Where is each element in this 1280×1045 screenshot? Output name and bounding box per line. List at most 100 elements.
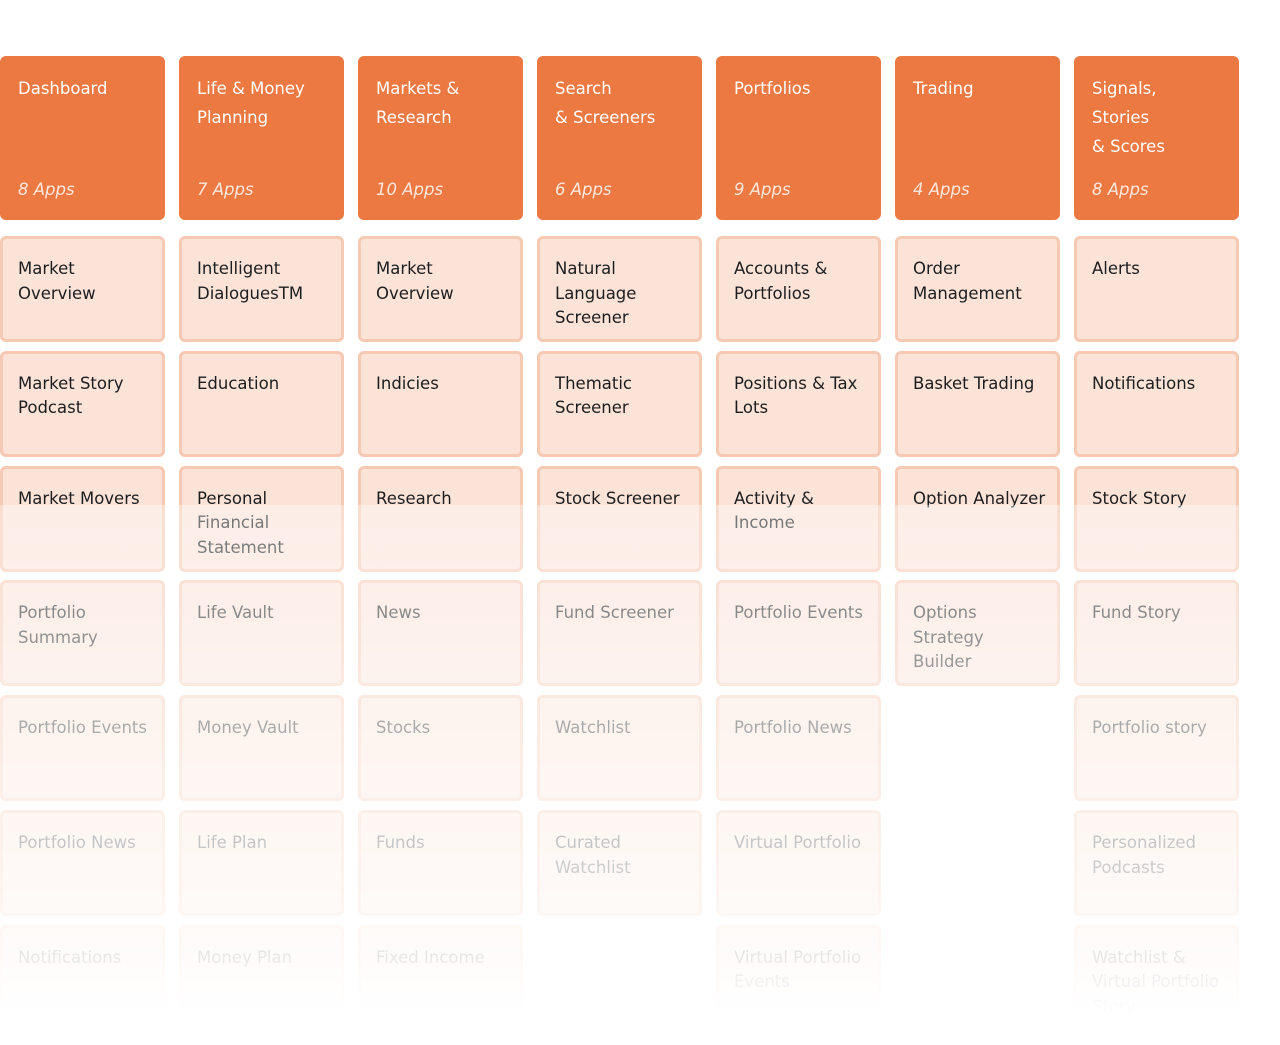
category-header[interactable]: Dashboard 8 Apps	[0, 56, 165, 220]
app-name: Market Overview	[18, 259, 96, 303]
app-card[interactable]: Education	[179, 350, 344, 457]
app-name: Portfolio Events	[734, 603, 863, 623]
app-name: Stock Story	[1092, 488, 1187, 508]
app-card[interactable]: Market Movers	[0, 465, 165, 572]
category-title: Trading	[913, 79, 974, 98]
app-name: Positions & Tax Lots	[734, 373, 858, 418]
app-card[interactable]: Alerts	[1074, 236, 1239, 342]
app-name: Market Movers	[18, 488, 140, 508]
app-card[interactable]: Stock Story	[1074, 465, 1239, 572]
app-card[interactable]: Basket Trading	[895, 350, 1060, 457]
app-name: Life Vault	[197, 603, 274, 623]
category-header[interactable]: Life & Money Planning 7 Apps	[179, 56, 344, 220]
app-name: Stocks	[376, 718, 431, 738]
app-card[interactable]: Accounts & Portfolios	[716, 236, 881, 342]
app-name: Basket Trading	[913, 373, 1035, 393]
app-name: Watchlist & Virtual Portfolio Story	[1092, 947, 1220, 1016]
app-name: Portfolio story	[1092, 718, 1207, 738]
app-card[interactable]: Fund Story	[1074, 580, 1239, 687]
app-card[interactable]: News	[358, 580, 523, 687]
app-name: Life Plan	[197, 833, 268, 852]
app-name: Personal Financial Statement	[197, 488, 284, 557]
app-name: Personalized Podcasts	[1092, 833, 1197, 877]
app-card[interactable]: Life Plan	[179, 810, 344, 916]
app-name: Options Strategy Builder	[913, 603, 984, 672]
category-title: Dashboard	[18, 79, 108, 98]
app-count: 8 Apps	[1092, 180, 1149, 199]
app-card[interactable]: Personal Financial Statement	[179, 465, 344, 572]
app-card[interactable]: Portfolio News	[716, 695, 881, 802]
app-name: Research	[376, 488, 452, 508]
app-card[interactable]: Intelligent DialoguesTM	[179, 236, 344, 342]
app-card[interactable]: Market Overview	[358, 236, 523, 342]
app-count: 9 Apps	[734, 180, 791, 199]
app-card[interactable]: Money Plan	[179, 924, 344, 1031]
category-header[interactable]: Markets & Research 10 Apps	[358, 56, 523, 220]
app-name: Funds	[376, 833, 425, 852]
app-name: Intelligent DialoguesTM	[197, 259, 304, 303]
app-name: Accounts & Portfolios	[734, 259, 828, 303]
app-name: Money Vault	[197, 718, 299, 738]
app-card[interactable]: Natural Language Screener	[537, 236, 702, 342]
app-name: Natural Language Screener	[555, 259, 637, 327]
app-card[interactable]: Portfolio Summary	[0, 580, 165, 687]
app-name: Market Story Podcast	[18, 373, 124, 418]
category-title: Markets & Research	[376, 79, 460, 127]
app-card[interactable]: Portfolio News	[0, 810, 165, 916]
app-count: 4 Apps	[913, 180, 970, 199]
app-card[interactable]: Fixed Income	[358, 924, 523, 1031]
app-card[interactable]: Thematic Screener	[537, 350, 702, 457]
app-card[interactable]: Option Analyzer	[895, 465, 1060, 572]
app-name: Notifications	[1092, 373, 1196, 393]
app-card[interactable]: Market Overview	[0, 236, 165, 342]
app-card[interactable]: Research	[358, 465, 523, 572]
app-card[interactable]: Portfolio story	[1074, 695, 1239, 802]
category-title: Search & Screeners	[555, 79, 656, 127]
app-name: Order Management	[913, 259, 1022, 303]
category-header[interactable]: Portfolios 9 Apps	[716, 56, 881, 220]
app-card[interactable]: Fund Screener	[537, 580, 702, 687]
app-card[interactable]: Life Vault	[179, 580, 344, 687]
app-card[interactable]: Stocks	[358, 695, 523, 802]
app-card[interactable]: Personalized Podcasts	[1074, 810, 1239, 916]
app-card[interactable]: Market Story Podcast	[0, 350, 165, 457]
app-card[interactable]: Activity & Income	[716, 465, 881, 572]
app-name: Fund Screener	[555, 603, 674, 623]
app-count: 6 Apps	[555, 180, 612, 199]
app-card[interactable]: Order Management	[895, 236, 1060, 342]
app-name: Virtual Portfolio Events	[734, 947, 862, 992]
app-count: 8 Apps	[18, 180, 75, 199]
category-header[interactable]: Trading 4 Apps	[895, 56, 1060, 220]
app-card[interactable]: Funds	[358, 810, 523, 916]
app-name: Education	[197, 373, 280, 393]
app-name: Indicies	[376, 373, 439, 393]
app-card[interactable]: Stock Screener	[537, 465, 702, 572]
app-card[interactable]: Watchlist & Virtual Portfolio Story	[1074, 924, 1239, 1031]
category-title: Portfolios	[734, 79, 811, 98]
app-name: Money Plan	[197, 947, 293, 967]
app-card[interactable]: Notifications	[1074, 350, 1239, 457]
app-name: Thematic Screener	[555, 373, 632, 418]
app-card[interactable]: Portfolio Events	[716, 580, 881, 687]
app-card[interactable]: Notifications	[0, 924, 165, 1031]
app-card[interactable]: Virtual Portfolio Events	[716, 924, 881, 1031]
category-header[interactable]: Signals, Stories & Scores 8 Apps	[1074, 56, 1239, 220]
app-card[interactable]: Watchlist	[537, 695, 702, 802]
category-header[interactable]: Search & Screeners 6 Apps	[537, 56, 702, 220]
app-name: Curated Watchlist	[555, 833, 631, 877]
app-name: Market Overview	[376, 259, 454, 303]
app-name: Virtual Portfolio	[734, 833, 862, 852]
app-card[interactable]: Virtual Portfolio	[716, 810, 881, 916]
app-name: Option Analyzer	[913, 488, 1046, 508]
app-card[interactable]: Portfolio Events	[0, 695, 165, 802]
app-count: 10 Apps	[376, 180, 444, 199]
app-card[interactable]: Indicies	[358, 350, 523, 457]
app-name: Fixed Income	[376, 947, 485, 967]
app-card[interactable]: Curated Watchlist	[537, 810, 702, 916]
app-card[interactable]: Options Strategy Builder	[895, 580, 1060, 687]
app-name: News	[376, 603, 421, 623]
app-name: Notifications	[18, 947, 122, 967]
app-card[interactable]: Positions & Tax Lots	[716, 350, 881, 457]
app-card[interactable]: Money Vault	[179, 695, 344, 802]
